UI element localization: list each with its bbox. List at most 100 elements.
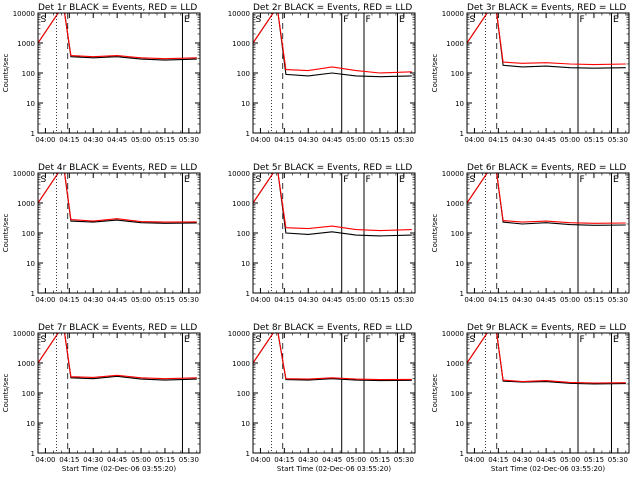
x-tick-label: 04:30 xyxy=(298,136,318,144)
y-tick-label: 100 xyxy=(22,70,35,78)
event-marker-letter: F xyxy=(366,335,371,345)
x-tick-label: 04:45 xyxy=(536,136,556,144)
x-tick-label: 04:00 xyxy=(250,296,270,304)
x-tick-label: 04:45 xyxy=(322,136,342,144)
plot-frame xyxy=(252,12,416,134)
y-tick-label: 1 xyxy=(246,290,250,298)
y-tick-label: 1 xyxy=(460,130,464,138)
y-tick-label: 1000 xyxy=(232,200,250,208)
y-tick-label: 1000 xyxy=(446,360,464,368)
plot-frame xyxy=(252,172,416,294)
x-tick-label: 05:00 xyxy=(560,296,580,304)
y-axis-label: Counts/sec xyxy=(431,214,439,253)
x-tick-label: 04:00 xyxy=(35,136,55,144)
event-marker-letter: S xyxy=(470,15,476,25)
event-marker-letter: S xyxy=(256,15,262,25)
event-marker-letter: E xyxy=(184,175,190,185)
event-marker-letter: E xyxy=(184,15,190,25)
y-tick-label: 10000 xyxy=(228,330,250,338)
event-marker-letter: E xyxy=(613,335,619,345)
x-tick-label: 05:30 xyxy=(394,456,414,464)
event-marker-letter: S xyxy=(470,335,476,345)
x-tick-label: 04:30 xyxy=(512,296,532,304)
x-tick-label: 04:30 xyxy=(83,296,103,304)
lld-series-line xyxy=(38,13,197,60)
y-tick-label: 1000 xyxy=(17,200,35,208)
events-series-line xyxy=(467,333,626,385)
x-tick-label: 04:15 xyxy=(488,296,508,304)
x-tick-label: 04:30 xyxy=(83,136,103,144)
event-marker-letter: F xyxy=(343,335,348,345)
x-tick-label: 04:15 xyxy=(59,296,79,304)
y-tick-label: 1 xyxy=(246,130,250,138)
x-tick-label: 05:00 xyxy=(560,456,580,464)
x-tick-label: 05:00 xyxy=(346,456,366,464)
x-tick-label: 05:00 xyxy=(131,136,151,144)
lld-series-line xyxy=(467,13,626,66)
x-tick-label: 04:00 xyxy=(464,456,484,464)
y-axis-label: Counts/sec xyxy=(431,374,439,413)
plot-frame xyxy=(37,12,201,134)
x-tick-label: 05:15 xyxy=(584,456,604,464)
x-tick-label: 05:15 xyxy=(155,456,175,464)
panel-title: Det 9r BLACK = Events, RED = LLD xyxy=(467,323,626,333)
y-tick-label: 10000 xyxy=(442,10,464,18)
x-tick-label: 04:00 xyxy=(250,136,270,144)
y-axis-label: Counts/sec xyxy=(2,54,10,93)
y-tick-label: 10000 xyxy=(228,10,250,18)
panel-det6: Det 6r BLACK = Events, RED = LLD Counts/s… xyxy=(431,163,630,304)
panel-title: Det 2r BLACK = Events, RED = LLD xyxy=(253,3,412,13)
event-marker-letter: S xyxy=(41,335,47,345)
panel-title: Det 7r BLACK = Events, RED = LLD xyxy=(38,323,197,333)
x-axis-label: Start Time (02-Dec-06 03:55:20) xyxy=(62,465,176,473)
event-marker-letter: E xyxy=(399,335,405,345)
x-tick-label: 04:45 xyxy=(536,296,556,304)
x-tick-label: 04:45 xyxy=(107,456,127,464)
series-group xyxy=(38,13,197,61)
event-marker-letter: S xyxy=(256,175,262,185)
y-tick-label: 1 xyxy=(246,450,250,458)
y-tick-label: 10000 xyxy=(13,170,35,178)
event-marker-letter: F xyxy=(366,15,371,25)
event-marker-letter: F xyxy=(343,175,348,185)
x-tick-label: 05:15 xyxy=(370,136,390,144)
y-axis-label: Counts/sec xyxy=(2,214,10,253)
y-tick-label: 1 xyxy=(31,290,35,298)
event-marker-letter: S xyxy=(256,335,262,345)
lld-series-line xyxy=(253,13,412,74)
y-tick-label: 10 xyxy=(26,100,35,108)
events-series-line xyxy=(253,333,412,382)
panel-det2: Det 2r BLACK = Events, RED = LLD 1 10 100 10… xyxy=(228,3,416,144)
x-tick-label: 04:30 xyxy=(512,456,532,464)
y-tick-label: 10 xyxy=(26,420,35,428)
x-tick-label: 04:30 xyxy=(298,456,318,464)
plot-frame xyxy=(37,332,201,454)
y-tick-label: 100 xyxy=(451,70,464,78)
x-tick-label: 05:15 xyxy=(155,296,175,304)
panel-title: Det 1r BLACK = Events, RED = LLD xyxy=(38,3,197,13)
panel-det7: Det 7r BLACK = Events, RED = LLD Counts/s… xyxy=(2,323,201,473)
event-marker-letter: F xyxy=(580,15,585,25)
series-group xyxy=(467,333,626,385)
y-tick-label: 10000 xyxy=(13,10,35,18)
series-group xyxy=(38,333,197,381)
events-series-line xyxy=(38,13,197,61)
panel-title: Det 8r BLACK = Events, RED = LLD xyxy=(253,323,412,333)
x-tick-label: 04:45 xyxy=(322,296,342,304)
y-tick-label: 100 xyxy=(22,230,35,238)
y-tick-label: 10 xyxy=(241,420,250,428)
panel-det8: Det 8r BLACK = Events, RED = LLD 1 10 100 10… xyxy=(228,323,416,473)
x-tick-label: 05:15 xyxy=(584,136,604,144)
panel-det9: Det 9r BLACK = Events, RED = LLD Counts/s… xyxy=(431,323,630,473)
event-marker-letter: E xyxy=(184,335,190,345)
y-tick-label: 100 xyxy=(237,390,250,398)
event-marker-letter: E xyxy=(613,175,619,185)
x-tick-label: 04:45 xyxy=(107,136,127,144)
x-tick-label: 05:15 xyxy=(584,296,604,304)
x-tick-label: 05:00 xyxy=(560,136,580,144)
panel-det3: Det 3r BLACK = Events, RED = LLD Counts/s… xyxy=(431,3,630,144)
panel-title: Det 5r BLACK = Events, RED = LLD xyxy=(253,163,412,173)
y-tick-label: 1 xyxy=(460,290,464,298)
event-marker-letter: F xyxy=(366,175,371,185)
lld-series-line xyxy=(467,173,626,224)
